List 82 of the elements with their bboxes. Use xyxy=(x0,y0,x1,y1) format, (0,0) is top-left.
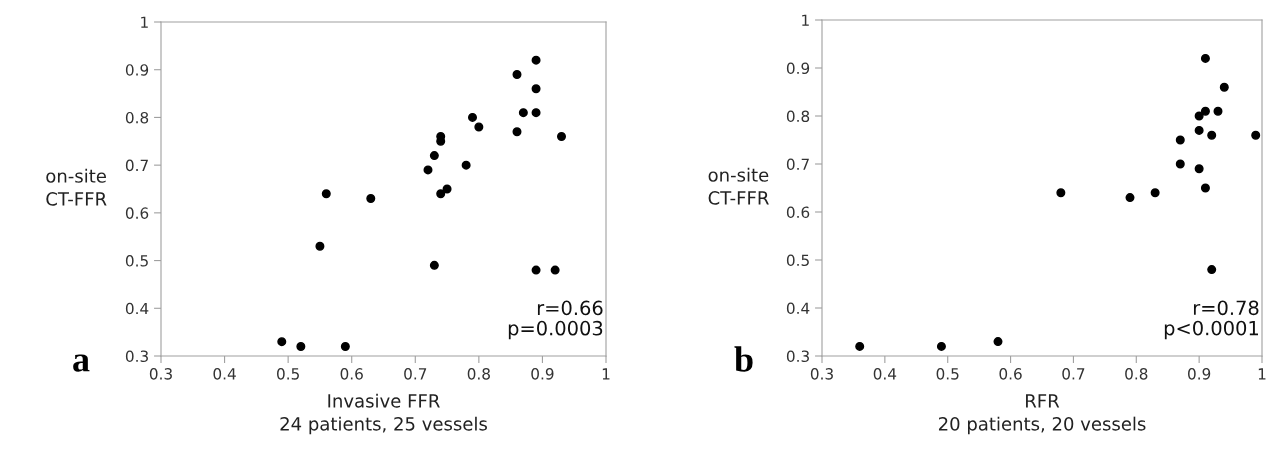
y-tick-label: 0.5 xyxy=(786,254,809,267)
x-tick-label: 0.9 xyxy=(531,368,554,380)
point xyxy=(1056,188,1066,198)
point xyxy=(550,265,560,275)
x-axis-title: Invasive FFR 24 patients, 25 vessels xyxy=(280,393,487,435)
y-tick-label: 0.9 xyxy=(786,62,810,75)
x-tick-label: 0.8 xyxy=(1125,368,1148,380)
point xyxy=(429,151,439,161)
y-tick-label: 0.7 xyxy=(125,159,148,172)
point xyxy=(1213,106,1223,116)
point xyxy=(531,55,541,65)
point xyxy=(531,84,541,94)
point xyxy=(557,132,566,142)
point xyxy=(1175,159,1185,169)
point xyxy=(1200,183,1210,193)
y-tick-label: 0.8 xyxy=(125,111,149,124)
point xyxy=(531,265,541,275)
point xyxy=(1207,265,1217,275)
point xyxy=(296,341,306,351)
y-tick-label: 0.4 xyxy=(786,302,810,315)
x-tick-label: 0.3 xyxy=(149,368,172,380)
point xyxy=(423,165,433,175)
point xyxy=(340,341,350,351)
point xyxy=(277,337,287,347)
y-tick-label: 0.4 xyxy=(125,302,149,315)
point xyxy=(1251,130,1261,140)
point xyxy=(1175,135,1185,145)
x-tick-label: 0.4 xyxy=(873,368,897,380)
y-tick-label: 0.7 xyxy=(786,158,809,171)
y-tick-label: 1 xyxy=(141,16,148,28)
text: b xyxy=(734,346,753,372)
point xyxy=(1207,130,1217,140)
y-axis-title: on-site CT-FFR xyxy=(708,167,769,205)
point xyxy=(512,69,522,79)
x-tick-label: 0.4 xyxy=(213,368,236,380)
point xyxy=(1194,111,1204,121)
x-axis-title: RFR 20 patients, 20 vessels xyxy=(938,394,1146,435)
text: a xyxy=(73,354,90,372)
point xyxy=(518,108,528,118)
x-tick-label: 0.9 xyxy=(1188,368,1211,380)
x-tick-label: 1 xyxy=(1258,368,1266,380)
point xyxy=(531,108,541,118)
point xyxy=(315,241,325,251)
y-tick-label: 0.8 xyxy=(786,110,810,123)
point xyxy=(1150,188,1160,198)
point xyxy=(1200,53,1210,63)
point xyxy=(436,189,446,199)
point xyxy=(468,112,477,122)
point xyxy=(855,341,865,351)
point xyxy=(366,194,376,204)
x-tick-label: 0.6 xyxy=(340,368,363,380)
annotation: r=0.78 p<0.0001 xyxy=(1164,300,1259,340)
point xyxy=(474,122,484,132)
x-tick-label: 0.7 xyxy=(404,368,427,380)
point xyxy=(1194,125,1204,135)
point xyxy=(993,337,1003,347)
x-tick-label: 0.3 xyxy=(810,368,833,380)
point xyxy=(321,189,331,199)
y-tick-label: 0.3 xyxy=(786,350,809,363)
y-tick-label: 0.6 xyxy=(786,206,810,219)
x-tick-label: 0.7 xyxy=(1062,368,1085,380)
x-tick-label: 0.5 xyxy=(277,368,299,380)
y-tick-label: 0.3 xyxy=(125,350,148,363)
y-axis-title: on-site CT-FFR xyxy=(46,168,107,206)
x-tick-label: 0.6 xyxy=(999,368,1022,380)
point xyxy=(1200,106,1210,116)
point xyxy=(1125,193,1135,203)
point xyxy=(936,341,946,351)
point xyxy=(1194,164,1204,174)
x-tick-label: 1 xyxy=(602,368,610,380)
point xyxy=(1219,82,1229,92)
point xyxy=(442,184,452,194)
point xyxy=(461,160,471,170)
y-tick-label: 0.6 xyxy=(125,207,149,219)
x-tick-label: 0.5 xyxy=(936,368,959,380)
point xyxy=(512,127,522,137)
y-tick-label: 0.5 xyxy=(125,255,148,267)
annotation: r=0.66 p=0.0003 xyxy=(508,300,603,340)
y-tick-label: 1 xyxy=(802,14,809,26)
point xyxy=(429,260,439,270)
y-tick-label: 0.9 xyxy=(125,64,149,76)
x-tick-label: 0.8 xyxy=(467,368,490,380)
